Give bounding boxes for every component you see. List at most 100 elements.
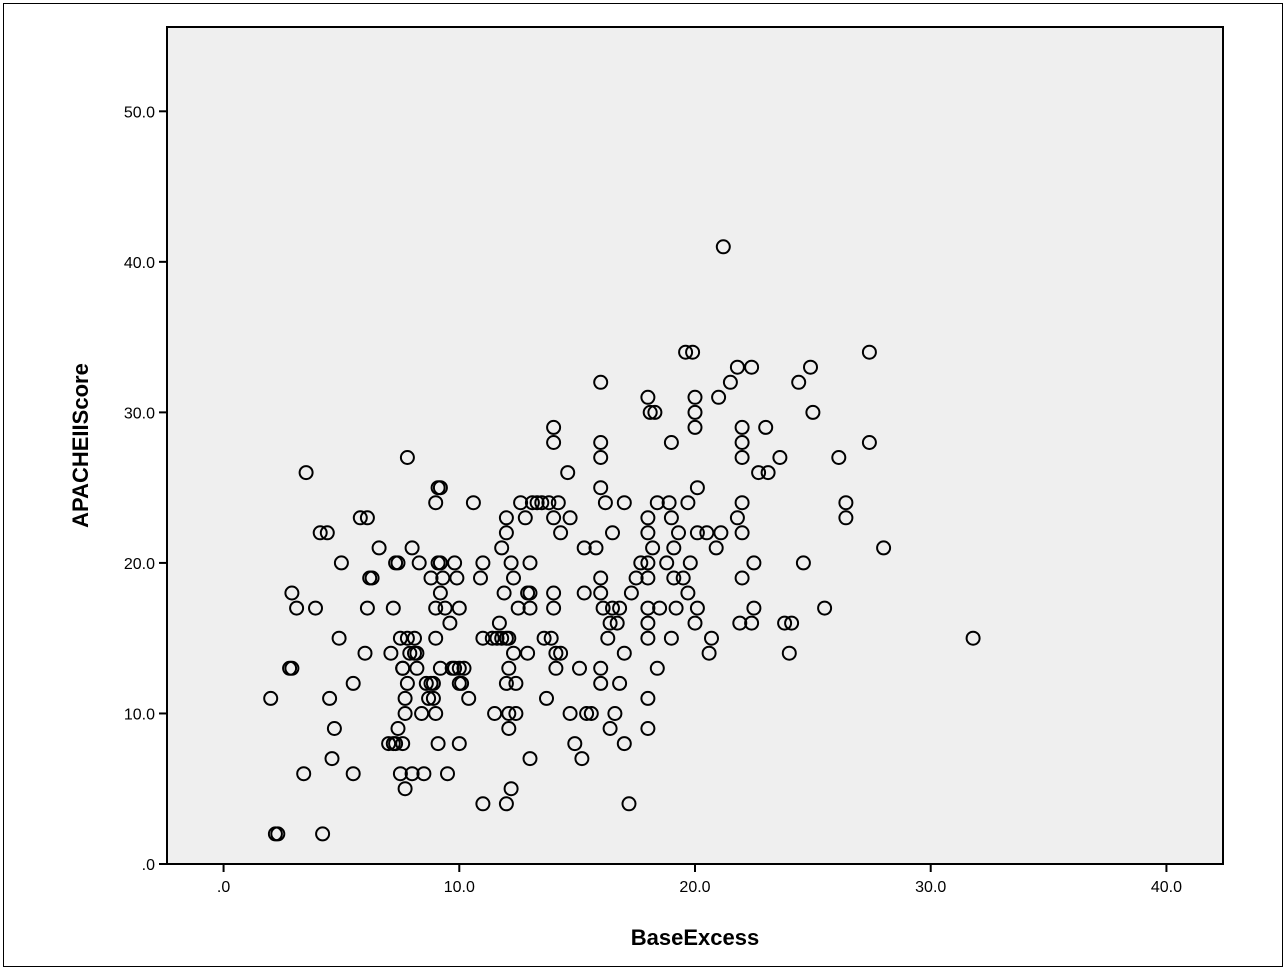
data-point <box>312 525 328 541</box>
data-point <box>425 675 441 691</box>
data-point <box>640 570 656 586</box>
data-point <box>397 706 413 721</box>
data-point <box>567 736 583 752</box>
data-point <box>397 690 413 706</box>
data-point <box>357 645 373 661</box>
data-point <box>451 660 467 676</box>
data-point <box>560 465 576 481</box>
data-point <box>640 525 656 541</box>
data-point <box>711 389 727 405</box>
data-point <box>734 435 750 450</box>
data-point <box>553 525 569 541</box>
y-tick-label: 10.0 <box>124 706 155 723</box>
data-point <box>501 630 517 646</box>
data-points <box>263 239 981 842</box>
data-point <box>428 630 444 646</box>
data-point <box>392 766 408 782</box>
data-point <box>324 751 340 767</box>
data-point <box>510 600 526 616</box>
plot-area <box>166 26 1224 865</box>
data-point <box>649 660 665 676</box>
data-point <box>746 600 762 616</box>
data-point <box>451 736 467 752</box>
data-point <box>605 525 620 541</box>
data-point <box>331 630 347 646</box>
data-point <box>668 600 684 616</box>
data-point <box>491 615 507 631</box>
data-point <box>645 540 661 556</box>
data-point <box>428 495 444 511</box>
data-point <box>397 781 413 797</box>
data-point <box>284 660 300 676</box>
data-point <box>536 630 552 646</box>
data-point <box>612 675 628 691</box>
data-point <box>473 570 488 586</box>
data-point <box>395 736 411 752</box>
data-point <box>418 675 434 691</box>
data-point <box>498 525 514 541</box>
data-point <box>576 540 592 556</box>
data-point <box>628 570 644 586</box>
data-point <box>270 826 286 842</box>
data-point <box>501 706 517 721</box>
data-point <box>546 435 562 450</box>
data-point <box>546 585 562 601</box>
data-point <box>381 736 397 752</box>
data-point <box>640 555 656 571</box>
data-point <box>588 540 604 556</box>
data-point <box>640 630 656 646</box>
x-tick-label: 40.0 <box>1151 879 1182 896</box>
data-point <box>359 510 375 526</box>
y-tick-label: 40.0 <box>124 255 155 272</box>
data-point <box>496 585 512 601</box>
data-point <box>817 600 833 616</box>
data-point <box>649 495 665 511</box>
data-point <box>298 465 314 481</box>
data-point <box>416 766 432 782</box>
y-axis-ticks: .0 10.0 20.0 30.0 40.0 50.0 <box>124 104 167 874</box>
data-point <box>475 630 491 646</box>
data-point <box>640 389 656 405</box>
x-tick-label: .0 <box>217 879 230 896</box>
data-point <box>440 766 455 782</box>
data-point <box>666 570 682 586</box>
data-point <box>640 721 656 736</box>
data-point <box>729 510 745 526</box>
data-point <box>647 404 663 420</box>
data-point <box>689 480 705 496</box>
data-point <box>781 645 797 661</box>
data-point <box>543 630 559 646</box>
data-point <box>838 495 854 511</box>
data-point <box>642 404 658 420</box>
data-point <box>411 555 427 571</box>
data-point <box>701 645 717 661</box>
data-point <box>675 570 691 586</box>
data-point <box>593 435 609 450</box>
data-point <box>284 585 300 601</box>
data-point <box>430 736 446 752</box>
data-point <box>442 615 458 631</box>
data-point <box>687 404 703 420</box>
data-point <box>315 826 331 842</box>
data-point <box>734 450 750 465</box>
data-point <box>708 540 724 556</box>
data-point <box>616 645 632 661</box>
data-point <box>461 690 477 706</box>
data-point <box>399 630 415 646</box>
data-point <box>289 600 305 616</box>
data-point <box>640 615 656 631</box>
data-point <box>390 555 406 571</box>
data-point <box>529 495 545 511</box>
data-point <box>475 555 491 571</box>
data-point <box>600 630 616 646</box>
data-point <box>640 510 656 526</box>
data-point <box>680 585 696 601</box>
data-point <box>432 660 448 676</box>
data-point <box>409 660 425 676</box>
y-tick-label: .0 <box>142 857 155 874</box>
data-point <box>522 600 538 616</box>
data-point <box>487 706 503 721</box>
data-point <box>506 645 521 661</box>
x-axis-title: BaseExcess <box>631 925 759 950</box>
data-point <box>524 495 540 511</box>
